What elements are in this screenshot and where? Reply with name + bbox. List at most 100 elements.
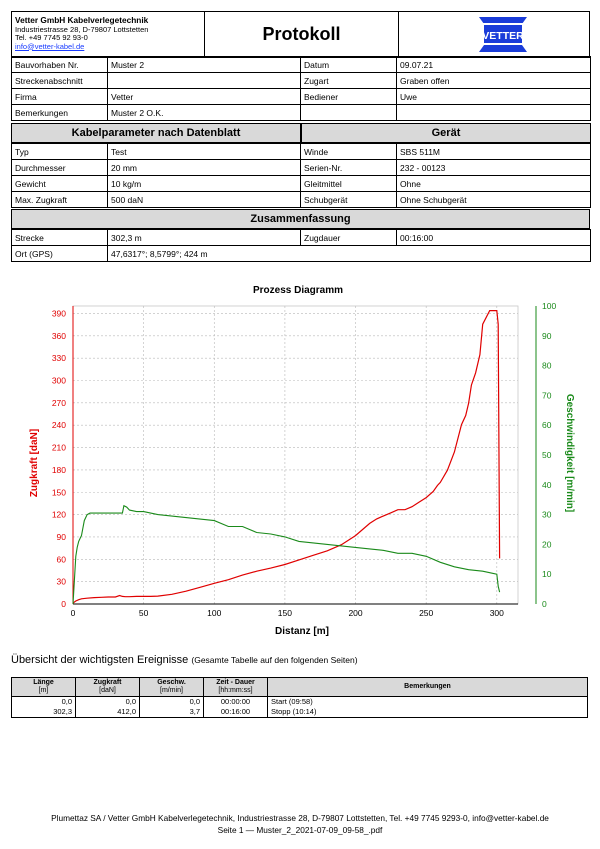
kabel-value: Test: [107, 143, 301, 160]
kabel-label: Gewicht: [11, 175, 108, 192]
x-axis-label: Distanz [m]: [275, 626, 329, 637]
events-header-row: Länge [m] Zugkraft [daN] Geschw. [m/min] Ze…: [11, 677, 588, 697]
y-axis-left-label: Zugkraft [daN]: [29, 429, 40, 497]
y-left-tick-label: 150: [52, 487, 66, 497]
info-value: Muster 2 O.K.: [107, 104, 301, 121]
x-tick-label: 150: [278, 608, 292, 618]
chart-title: Prozess Diagramm: [253, 285, 343, 296]
info-row: Streckenabschnitt Zugart Graben offen: [11, 72, 591, 89]
geraet-value: Ohne: [396, 175, 591, 192]
gps-value: 47,6317°; 8,5799°; 424 m: [107, 245, 591, 262]
info-label: Firma: [11, 88, 108, 105]
y-right-tick-label: 60: [542, 420, 552, 430]
col-header-laenge: Länge [m]: [11, 677, 76, 697]
col-header-zeit: Zeit - Dauer [hh:mm:ss]: [203, 677, 268, 697]
events-subtitle: (Gesamte Tabelle auf den folgenden Seite…: [191, 655, 358, 665]
chart-grid: [72, 305, 519, 605]
y-axis-right-label: Geschwindigkeit [m/min]: [564, 394, 575, 512]
y-left-tick-label: 300: [52, 376, 66, 386]
company-phone: Tel. +49 7745 92 93-0: [15, 33, 88, 42]
company-email-link[interactable]: info@vetter-kabel.de: [15, 41, 85, 51]
y-right-tick-label: 30: [542, 510, 552, 520]
info-value: Uwe: [396, 88, 591, 105]
cell-geschw: 0,0: [139, 696, 204, 707]
x-tick-label: 50: [139, 608, 149, 618]
cell-bemerkung: Stopp (10:14): [267, 707, 588, 718]
col-header-bemerkungen: Bemerkungen: [267, 677, 588, 697]
cell-zeit: 00:00:00: [203, 696, 268, 707]
x-tick-label: 250: [419, 608, 433, 618]
y-left-tick-label: 60: [57, 554, 67, 564]
table-row: 0,0 0,0 0,0 00:00:00 Start (09:58): [11, 696, 588, 707]
logo-cell: VETTER: [398, 12, 589, 57]
y-left-tick-label: 180: [52, 465, 66, 475]
kabel-label: Typ: [11, 143, 108, 160]
cell-zugkraft: 412,0: [75, 707, 140, 718]
info-label: Streckenabschnitt: [11, 72, 108, 89]
cell-zugkraft: 0,0: [75, 696, 140, 707]
kabel-label: Durchmesser: [11, 159, 108, 176]
y-left-tick-label: 390: [52, 308, 66, 318]
info-label: Bemerkungen: [11, 104, 108, 121]
info-value: Muster 2: [107, 56, 301, 73]
info-row: Firma Vetter Bediener Uwe: [11, 88, 591, 105]
info-label: Bediener: [300, 88, 397, 105]
y-left-tick-label: 120: [52, 510, 66, 520]
y-left-tick-label: 330: [52, 353, 66, 363]
info-label: Bauvorhaben Nr.: [11, 56, 108, 73]
y-left-tick-label: 270: [52, 398, 66, 408]
geraet-label: Schubgerät: [300, 191, 397, 208]
param-row: Durchmesser 20 mm Serien-Nr. 232 - 00123: [11, 159, 591, 176]
events-heading: Übersicht der wichtigsten Ereignisse (Ge…: [11, 654, 358, 666]
footer-company-line: Plumettaz SA / Vetter GmbH Kabelverleget…: [51, 813, 549, 823]
company-address: Industriestrasse 28, D-79807 Lottstetten: [15, 24, 149, 34]
kabel-geraet-table: Typ Test Winde SBS 511M Durchmesser 20 m…: [11, 143, 591, 208]
table-row: 302,3 412,0 3,7 00:16:00 Stopp (10:14): [11, 707, 588, 718]
process-chart: Prozess Diagramm 0 50 100 150 200 250 300 0 30 60…: [29, 285, 575, 637]
y-left-tick-label: 90: [57, 532, 67, 542]
y-right-tick-label: 90: [542, 331, 552, 341]
info-row: Bemerkungen Muster 2 O.K.: [11, 104, 591, 121]
y-left-tick-label: 30: [57, 577, 67, 587]
param-row: Gewicht 10 kg/m Gleitmittel Ohne: [11, 175, 591, 192]
geschwindigkeit-series-line: [72, 504, 501, 605]
cell-zeit: 00:16:00: [203, 707, 268, 718]
y-right-tick-label: 100: [542, 301, 556, 311]
vetter-logo: VETTER: [479, 17, 527, 52]
info-value: 09.07.21: [396, 56, 591, 73]
info-label: Datum: [300, 56, 397, 73]
zugdauer-value: 00:16:00: [396, 229, 591, 246]
info-label: Zugart: [300, 72, 397, 89]
y-right-tick-label: 20: [542, 539, 552, 549]
y-left-tick-label: 0: [61, 599, 66, 609]
company-name: Vetter GmbH Kabelverlegetechnik: [15, 15, 149, 25]
x-tick-label: 0: [71, 608, 76, 618]
project-info-table: Bauvorhaben Nr. Muster 2 Datum 09.07.21 …: [11, 56, 591, 121]
geraet-section-header: Gerät: [301, 123, 591, 143]
info-value: [107, 72, 301, 89]
x-tick-label: 300: [490, 608, 504, 618]
zugkraft-series-line: [72, 309, 501, 605]
info-row: Bauvorhaben Nr. Muster 2 Datum 09.07.21: [11, 56, 591, 73]
plot-frame: [72, 305, 519, 605]
x-tick-label: 200: [348, 608, 362, 618]
x-tick-label: 100: [207, 608, 221, 618]
info-value: Vetter: [107, 88, 301, 105]
y-right-tick-label: 50: [542, 450, 552, 460]
summary-row: Strecke 302,3 m Zugdauer 00:16:00: [11, 229, 591, 246]
gps-label: Ort (GPS): [11, 245, 108, 262]
document-header: Vetter GmbH Kabelverlegetechnik Industri…: [11, 11, 590, 58]
cell-laenge: 0,0: [11, 696, 76, 707]
page-title: Protokoll: [205, 12, 399, 57]
geraet-label: Winde: [300, 143, 397, 160]
param-row: Typ Test Winde SBS 511M: [11, 143, 591, 160]
y-left-tick-label: 240: [52, 420, 66, 430]
kabel-value: 500 daN: [107, 191, 301, 208]
geraet-label: Gleitmittel: [300, 175, 397, 192]
info-label: [300, 104, 397, 121]
events-table: Länge [m] Zugkraft [daN] Geschw. [m/min] Ze…: [11, 677, 588, 718]
kabel-value: 10 kg/m: [107, 175, 301, 192]
cell-geschw: 3,7: [139, 707, 204, 718]
y-right-tick-label: 80: [542, 361, 552, 371]
y-right-tick-label: 40: [542, 480, 552, 490]
